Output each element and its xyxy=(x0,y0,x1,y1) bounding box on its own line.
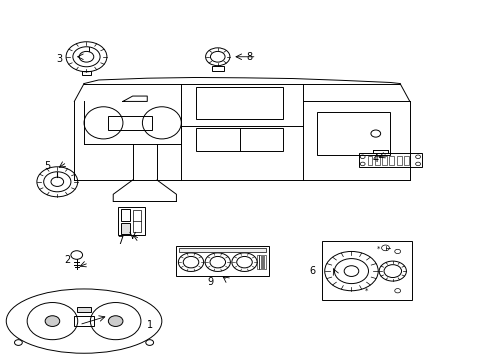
Bar xyxy=(259,255,261,269)
Bar xyxy=(261,255,263,269)
Text: *: * xyxy=(376,246,379,252)
Bar xyxy=(403,156,408,165)
Bar xyxy=(179,248,266,252)
Bar xyxy=(77,307,91,312)
Bar xyxy=(358,153,421,167)
Text: 3: 3 xyxy=(57,54,62,64)
Text: 5: 5 xyxy=(44,161,51,171)
Bar xyxy=(132,210,141,232)
Bar xyxy=(176,246,268,276)
Bar xyxy=(322,241,411,300)
Bar xyxy=(374,156,379,165)
Bar xyxy=(256,255,258,269)
Text: 4: 4 xyxy=(372,154,378,163)
Bar xyxy=(118,207,144,235)
Circle shape xyxy=(108,316,122,327)
Bar xyxy=(196,128,283,152)
Bar xyxy=(120,208,130,221)
Bar xyxy=(367,156,372,165)
Text: 1: 1 xyxy=(146,320,152,330)
Text: 2: 2 xyxy=(64,255,70,265)
Text: 7: 7 xyxy=(117,236,123,246)
Bar xyxy=(108,116,152,130)
Bar xyxy=(211,66,223,71)
Bar xyxy=(381,156,386,165)
Bar xyxy=(81,71,91,75)
Text: 6: 6 xyxy=(309,266,315,276)
Bar xyxy=(388,156,393,165)
Bar xyxy=(264,255,265,269)
Bar xyxy=(74,316,94,327)
Bar xyxy=(396,156,401,165)
Text: 9: 9 xyxy=(207,277,213,287)
Text: 8: 8 xyxy=(246,52,252,62)
Bar xyxy=(120,223,130,234)
Bar xyxy=(196,87,283,119)
Circle shape xyxy=(45,316,60,327)
Text: *: * xyxy=(364,288,367,294)
Bar xyxy=(317,112,389,155)
